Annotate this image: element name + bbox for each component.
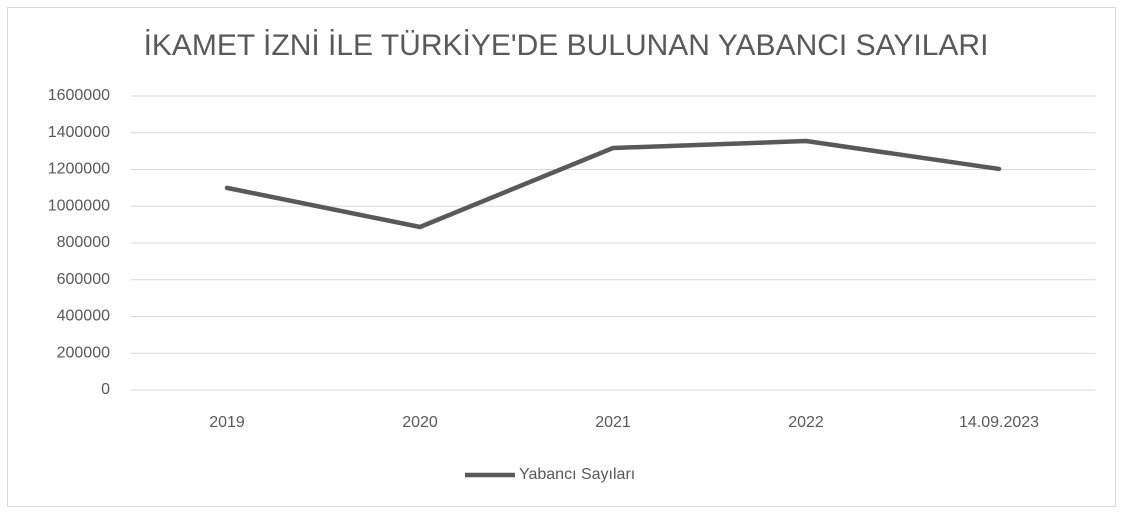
x-tick-label: 2020 (402, 414, 438, 431)
chart-frame (7, 7, 1116, 507)
y-tick-label: 1600000 (48, 87, 110, 104)
data-line (224, 138, 1002, 230)
x-tick-label: 2019 (209, 414, 245, 431)
x-tick-label: 14.09.2023 (959, 414, 1039, 431)
x-tick-label: 2021 (595, 414, 631, 431)
y-tick-label: 200000 (57, 344, 110, 361)
y-tick-label: 600000 (57, 271, 110, 288)
y-tick-label: 800000 (57, 234, 110, 251)
chart-title: İKAMET İZNİ İLE TÜRKİYE'DE BULUNAN YABAN… (144, 29, 989, 62)
y-tick-label: 0 (101, 381, 110, 398)
y-tick-label: 1000000 (48, 197, 110, 214)
y-tick-label: 1200000 (48, 161, 110, 178)
y-tick-label: 1400000 (48, 124, 110, 141)
y-tick-label: 400000 (57, 308, 110, 325)
x-tick-label: 2022 (788, 414, 824, 431)
legend-label: Yabancı Sayıları (519, 466, 635, 483)
